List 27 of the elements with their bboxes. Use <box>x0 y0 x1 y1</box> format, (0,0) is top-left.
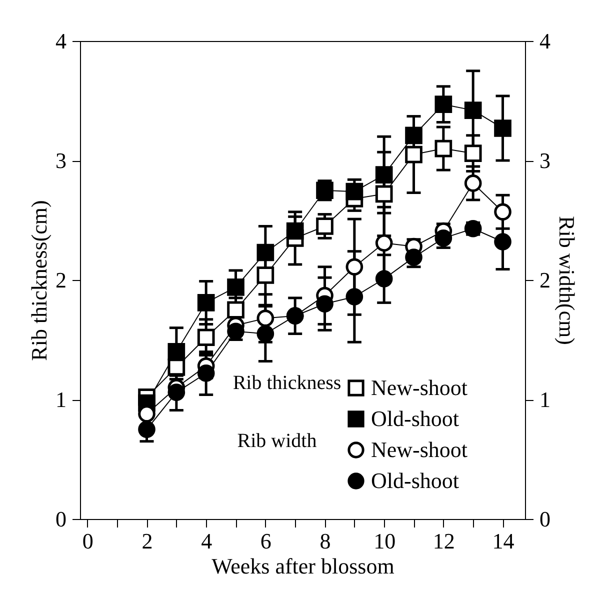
x-tick-label: 2 <box>142 528 153 554</box>
x-axis-title: Weeks after blossom <box>212 554 394 578</box>
y2-tick-label: 3 <box>540 148 550 173</box>
x-tick-label: 14 <box>492 528 514 554</box>
annotation: Rib thickness <box>232 372 342 394</box>
legend-label: Old-shoot <box>371 468 459 493</box>
y-tick-label: 4 <box>56 28 66 54</box>
y-tick-label: 3 <box>56 148 66 173</box>
y2-tick-label: 2 <box>540 268 550 292</box>
y-axis-title: Rib thickness(cm) <box>26 200 52 361</box>
y2-axis-title: Rib width(cm) <box>554 216 580 345</box>
legend-label: New-shoot <box>371 375 468 400</box>
y2-tick-label: 4 <box>540 28 550 54</box>
x-tick-label: 8 <box>320 528 331 554</box>
legend-label: New-shoot <box>371 437 468 462</box>
x-tick-label: 4 <box>201 528 212 554</box>
y2-tick-label: 1 <box>540 387 550 412</box>
x-tick-label: 6 <box>260 528 272 554</box>
legend-label: Old-shoot <box>371 406 459 431</box>
y-tick-label: 0 <box>56 506 66 532</box>
y-tick-label: 1 <box>56 387 66 412</box>
x-tick-label: 12 <box>432 528 455 554</box>
annotation: Rib width <box>237 430 317 452</box>
y-tick-label: 2 <box>56 268 66 292</box>
x-tick-label: 0 <box>82 528 94 554</box>
y2-tick-label: 0 <box>540 506 550 532</box>
x-tick-label: 10 <box>374 528 396 554</box>
